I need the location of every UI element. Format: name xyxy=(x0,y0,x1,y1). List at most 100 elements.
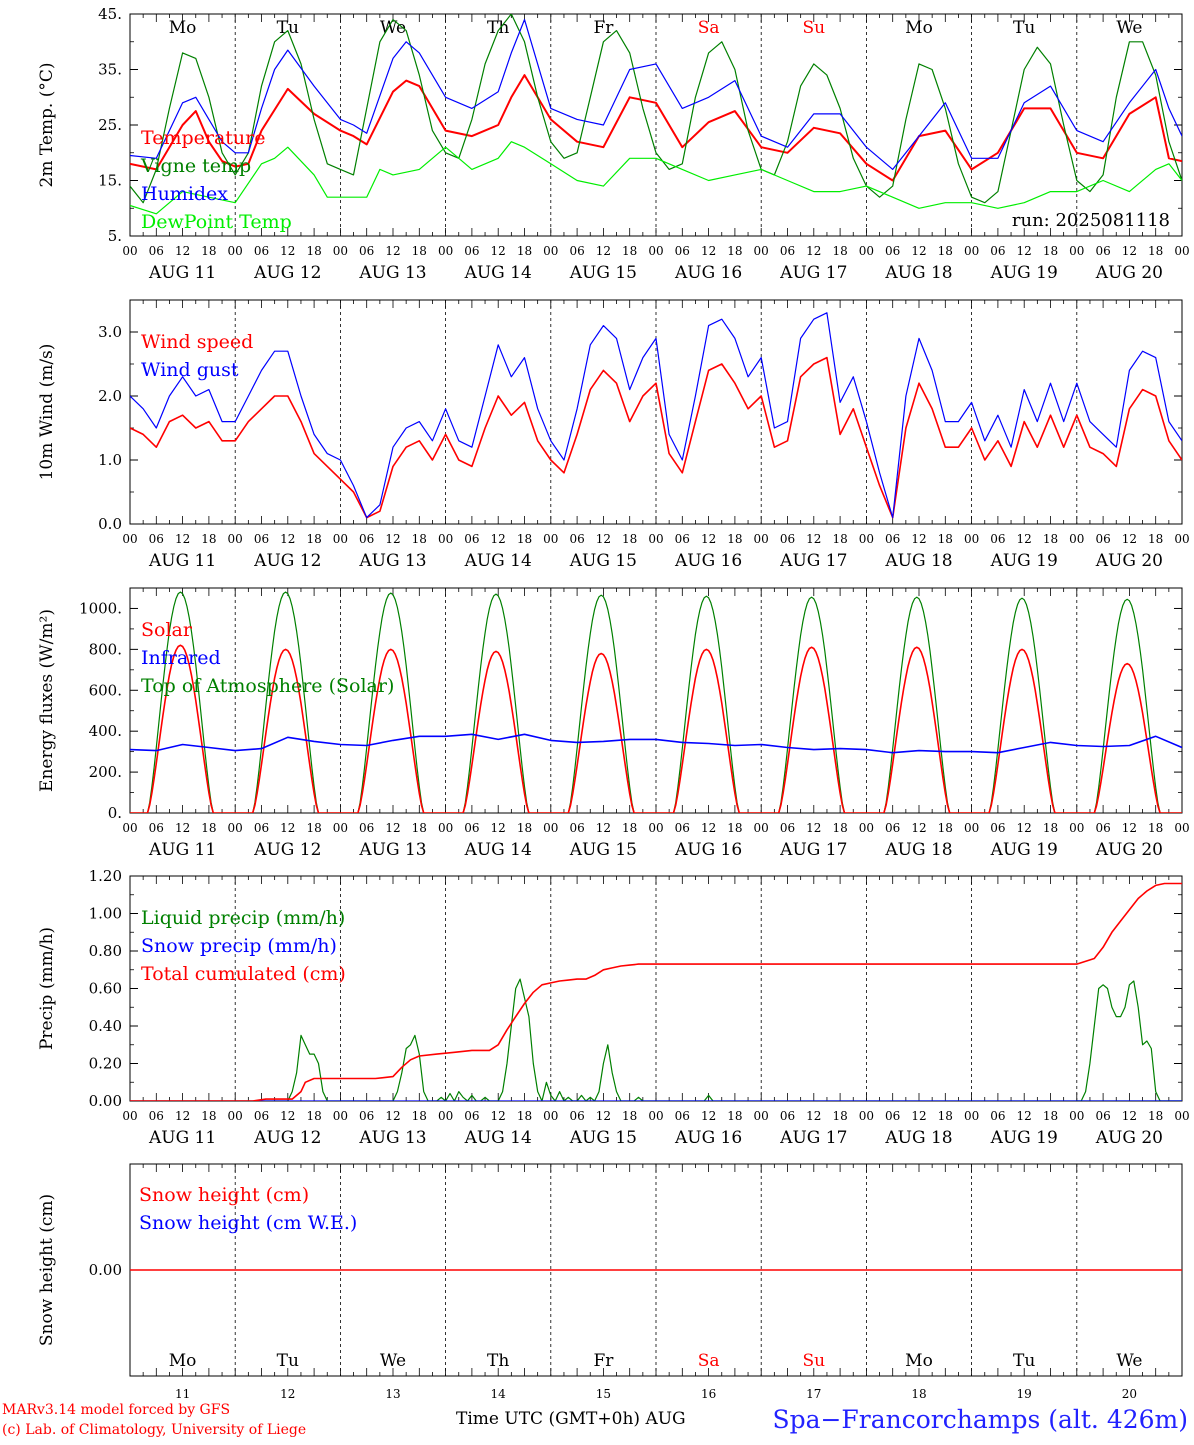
series-group xyxy=(130,312,1182,519)
date-label: AUG 12 xyxy=(253,551,321,571)
date-label: AUG 18 xyxy=(884,1128,952,1148)
hour-label: 12 xyxy=(280,821,295,835)
station-name: Spa−Francorchamps (alt. 426m) xyxy=(772,1405,1188,1434)
legend-entry: Total cumulated (cm) xyxy=(141,963,346,985)
series-solar xyxy=(130,644,1182,813)
hour-label: 06 xyxy=(149,244,164,258)
hour-label: 00 xyxy=(122,1109,137,1123)
date-label: AUG 15 xyxy=(569,551,637,571)
hour-label: 12 xyxy=(1017,821,1032,835)
day-number-label: 19 xyxy=(1017,1387,1032,1401)
weekday-label: We xyxy=(1116,18,1142,38)
hour-label: 18 xyxy=(832,821,847,835)
date-label: AUG 11 xyxy=(148,263,216,283)
hour-label: 06 xyxy=(359,821,374,835)
hour-label: 00 xyxy=(543,244,558,258)
hour-label: 18 xyxy=(832,532,847,546)
date-label: AUG 20 xyxy=(1095,263,1163,283)
hour-label: 12 xyxy=(806,532,821,546)
date-label: AUG 20 xyxy=(1095,840,1163,860)
series-total-cumulated-cm- xyxy=(130,882,1182,1101)
date-label: AUG 20 xyxy=(1095,1128,1163,1148)
hour-label: 12 xyxy=(280,1109,295,1123)
panel-2: 0.0 1.0 2.0 3.0 10m Wind (m/s) 00 06 12 18 AUG 11… xyxy=(37,299,1190,571)
hour-label: 00 xyxy=(333,1109,348,1123)
hour-label: 18 xyxy=(201,532,216,546)
panel-3: 0. 200. 400. 600. 800. 1000. Energy fluxes (W/… xyxy=(37,587,1190,860)
hour-label: 12 xyxy=(596,532,611,546)
hour-label: 18 xyxy=(1043,532,1058,546)
legend-entry: Liquid precip (mm/h) xyxy=(141,907,345,929)
hour-label: 12 xyxy=(175,244,190,258)
hour-label: 12 xyxy=(175,821,190,835)
hour-label: 18 xyxy=(1148,821,1163,835)
y-tick-label: 0. xyxy=(108,804,122,822)
hour-label: 00 xyxy=(1174,821,1189,835)
hour-label: 06 xyxy=(359,244,374,258)
run-label: run: 2025081118 xyxy=(1012,210,1170,231)
hour-label: 06 xyxy=(254,244,269,258)
hour-label: 06 xyxy=(675,821,690,835)
hour-label: 00 xyxy=(543,532,558,546)
hour-label: 00 xyxy=(754,821,769,835)
weekday-label: Tu xyxy=(277,1351,299,1371)
hour-label: 18 xyxy=(1043,244,1058,258)
date-label: AUG 11 xyxy=(148,551,216,571)
hour-label: 06 xyxy=(885,1109,900,1123)
date-label: AUG 18 xyxy=(884,263,952,283)
date-label: AUG 11 xyxy=(148,840,216,860)
date-label: AUG 12 xyxy=(253,1128,321,1148)
legend-entry: Top of Atmosphere (Solar) xyxy=(141,675,394,697)
hour-label: 00 xyxy=(1069,821,1084,835)
weekday-label: Su xyxy=(802,1351,825,1371)
hour-label: 18 xyxy=(1043,1109,1058,1123)
hour-label: 12 xyxy=(911,532,926,546)
hour-label: 18 xyxy=(201,1109,216,1123)
hour-label: 06 xyxy=(1095,821,1110,835)
hour-label: 06 xyxy=(464,532,479,546)
hour-label: 00 xyxy=(859,1109,874,1123)
hour-label: 00 xyxy=(333,821,348,835)
y-tick-label: 1.00 xyxy=(89,905,122,923)
panel-4: 0.00 0.20 0.40 0.60 0.80 1.00 1.20 Precip (mm/h… xyxy=(37,867,1190,1148)
weekday-label: Th xyxy=(487,1351,509,1371)
y-tick-label: 800. xyxy=(89,640,122,658)
hour-label: 12 xyxy=(385,1109,400,1123)
y-axis-label: Energy fluxes (W/m²) xyxy=(37,609,57,792)
hour-label: 06 xyxy=(254,821,269,835)
day-number-label: 11 xyxy=(175,1387,190,1401)
date-label: AUG 14 xyxy=(464,263,532,283)
hour-label: 18 xyxy=(1148,1109,1163,1123)
y-tick-label: 0.0 xyxy=(98,515,122,533)
hour-label: 00 xyxy=(1174,244,1189,258)
credit-line-2: (c) Lab. of Climatology, University of L… xyxy=(2,1422,306,1438)
y-tick-label: 3.0 xyxy=(98,323,122,341)
date-label: AUG 19 xyxy=(990,551,1058,571)
hour-label: 12 xyxy=(701,244,716,258)
hour-label: 00 xyxy=(543,821,558,835)
y-tick-label: 1000. xyxy=(79,599,122,617)
hour-label: 00 xyxy=(964,244,979,258)
hour-label: 12 xyxy=(806,244,821,258)
hour-label: 00 xyxy=(333,244,348,258)
hour-label: 12 xyxy=(701,532,716,546)
series-dewpoint-temp xyxy=(130,141,1182,215)
hour-label: 06 xyxy=(254,532,269,546)
hour-label: 12 xyxy=(806,821,821,835)
y-tick-label: 1.0 xyxy=(98,451,122,469)
hour-label: 00 xyxy=(754,532,769,546)
date-label: AUG 16 xyxy=(674,1128,742,1148)
y-tick-label: 2.0 xyxy=(98,387,122,405)
hour-label: 12 xyxy=(491,244,506,258)
weekday-label: Fr xyxy=(593,18,614,38)
legend-entry: Temperature xyxy=(141,127,265,149)
hour-label: 00 xyxy=(333,532,348,546)
date-label: AUG 12 xyxy=(253,840,321,860)
hour-label: 18 xyxy=(832,244,847,258)
hour-label: 12 xyxy=(280,532,295,546)
hour-label: 18 xyxy=(517,1109,532,1123)
hour-label: 12 xyxy=(1017,532,1032,546)
hour-label: 18 xyxy=(306,821,321,835)
hour-label: 00 xyxy=(859,532,874,546)
